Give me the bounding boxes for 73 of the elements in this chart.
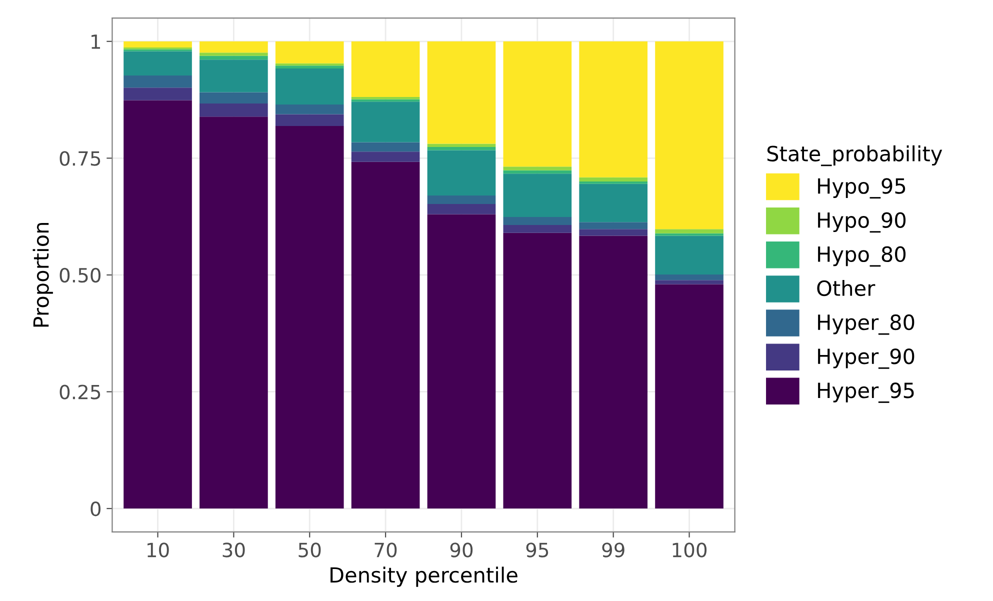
bar [427,214,496,509]
bar [503,170,572,174]
bar [124,51,192,76]
bar [427,41,496,144]
bar [655,236,724,274]
x-tick-label: 70 [374,542,397,558]
bar [124,75,192,88]
bar [200,104,268,117]
bar [579,41,648,178]
bar [579,229,648,236]
bar [275,126,344,509]
bar [427,144,496,147]
bar [275,66,344,68]
x-tick-label: 90 [450,542,473,558]
bar [427,196,496,204]
bar [427,204,496,214]
x-tick-label: 10 [148,542,169,558]
bar [275,41,344,64]
bar [200,41,268,53]
bar [579,222,648,230]
bar [655,284,724,509]
bar [275,104,344,114]
x-tick-label: 95 [526,542,548,558]
bar [275,114,344,126]
legend-label: Hypo_95 [818,178,906,199]
bar [503,166,572,170]
y-tick-label: 0 [90,501,100,516]
y-tick-label: 1 [92,34,100,49]
bar [200,52,268,56]
bar [124,41,192,48]
bar [200,56,268,60]
bar [655,229,724,234]
x-tick-label: 30 [222,542,245,558]
legend-label: Hyper_95 [818,382,914,403]
bar [579,177,648,182]
legend-label: Hyper_80 [818,314,914,335]
y-tick-label: 0.25 [60,384,100,400]
bar [503,41,572,167]
bar [124,100,192,509]
bar [275,68,344,104]
bar [427,146,496,150]
bar [503,232,572,509]
x-tick-label: 100 [672,542,707,558]
legend-label: Other [817,280,876,296]
x-axis-title: Density percentile [330,566,518,587]
bar [579,184,648,222]
bar [351,142,420,152]
bar [427,150,496,196]
bar [124,88,192,100]
bar [200,92,268,104]
y-tick-label: 0.75 [60,151,100,166]
bar [503,217,572,225]
legend-label: Hypo_90 [818,212,906,233]
bar [503,174,572,218]
y-axis-title: Proportion [32,222,53,327]
bar [655,41,724,230]
bar [200,60,268,92]
bar [579,236,648,509]
bar [200,116,268,509]
bar [655,280,724,284]
bar [503,224,572,233]
x-tick-label: 99 [602,542,624,558]
bar [351,102,420,142]
legend-title: State_probability [767,145,942,166]
bar [351,96,420,100]
legend-label: Hyper_90 [818,348,914,369]
y-tick-label: 0.50 [60,268,100,283]
legend-label: Hypo_80 [818,246,906,267]
bar [351,162,420,509]
bar [351,41,420,97]
bar [655,274,724,280]
bar [351,152,420,162]
x-tick-label: 50 [298,542,321,558]
